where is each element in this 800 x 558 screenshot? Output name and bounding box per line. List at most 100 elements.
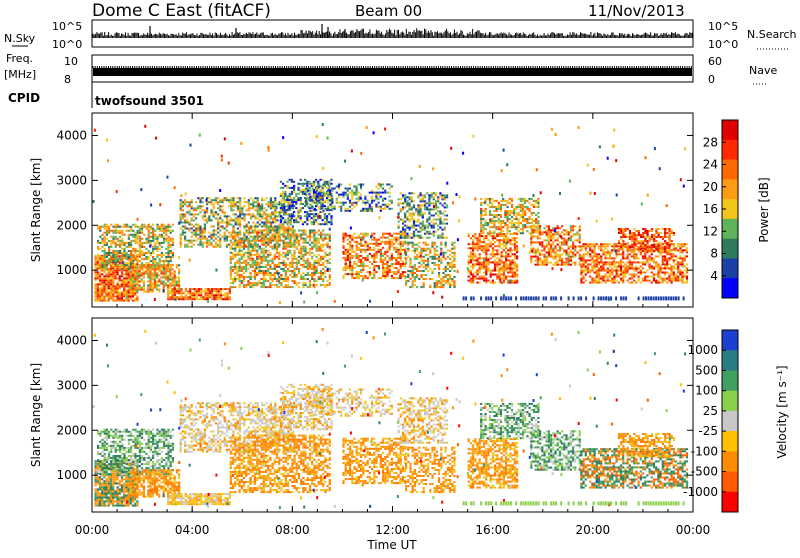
power-cell [286,267,290,270]
power-cell [181,209,184,212]
power-cell [98,263,102,266]
power-cell [293,199,296,201]
power-cell [297,217,300,220]
power-cell [247,239,250,242]
power-cell [180,296,183,299]
power-cell [453,265,456,268]
power-cell [278,201,281,204]
power-cell [264,280,268,283]
power-cell [516,247,519,250]
power-cell [210,209,213,212]
power-cell [116,293,119,296]
power-cell [140,272,143,275]
power-cell [125,256,128,258]
power-cell [247,267,250,270]
power-cell [397,250,400,253]
power-cell [206,201,209,204]
power-cell [521,210,525,212]
power-cell [108,229,111,232]
power-cell [505,261,508,264]
power-cell [285,205,288,208]
power-cell [504,214,507,216]
power-cell [278,276,281,278]
power-cell [331,199,334,202]
power-cell [404,234,407,237]
nave-tick-low: 0 [708,73,715,86]
power-cell [295,233,298,236]
power-cell [253,253,257,256]
power-cell [321,203,324,205]
power-cell [192,243,195,246]
power-cell [443,228,446,231]
power-cell [284,265,287,268]
power-cell [254,225,257,228]
power-cell [513,257,516,260]
power-cell [504,210,507,212]
power-cell [136,276,139,279]
power-cell [178,298,181,301]
power-cell [267,255,270,258]
power-cell [315,245,318,248]
power-cell [505,247,508,250]
power-cell [169,258,172,261]
power-cell [311,235,314,238]
power-cell [204,290,207,293]
power-cell [511,279,514,282]
power-cell [428,208,431,211]
power-cell [250,213,253,216]
power-cell [96,277,99,280]
power-cell [103,227,106,230]
power-cell [366,242,369,245]
power-cell [203,211,206,214]
power-cell [140,288,143,291]
power-cell [397,236,400,239]
power-cell [262,272,265,274]
power-cell [444,241,447,244]
power-cell [201,245,204,248]
power-cell [304,188,307,191]
power-cell [368,209,371,212]
power-cell [300,237,303,240]
power-cell [370,209,374,212]
power-cell [114,295,117,298]
power-cell [267,249,270,252]
power-cell [304,241,307,244]
power-cell [208,290,212,293]
power-cell [179,203,182,206]
power-cell [434,222,438,225]
power-cell [267,233,270,236]
power-cell [386,273,389,276]
power-cell [167,288,170,291]
power-cell [286,223,289,226]
power-cell [397,226,400,229]
power-cell [524,224,527,227]
power-cell [247,227,250,230]
power-cell [202,290,205,293]
power-cell [211,290,214,293]
power-cell [251,284,254,287]
power-cell [406,204,409,207]
power-cell [249,251,252,254]
power-cell [319,263,323,266]
power-cell [290,180,293,183]
power-cell [271,247,274,250]
power-cell [428,204,431,207]
power-cell [217,213,220,216]
power-cell [302,286,305,289]
power-cell [346,209,349,212]
power-cell [156,262,159,265]
power-cell [99,229,102,232]
power-cell [505,235,508,238]
power-cell [228,298,231,301]
station-title: Dome C East (fitACF) [92,1,271,21]
power-cell [401,220,405,223]
power-cell [271,239,274,242]
power-cell [167,262,170,265]
power-cell [536,247,539,250]
power-cell [351,250,354,253]
power-cell [499,226,503,229]
power-cell [167,245,170,248]
power-cell [234,272,237,274]
power-cell [129,290,132,293]
power-cell [359,185,363,188]
